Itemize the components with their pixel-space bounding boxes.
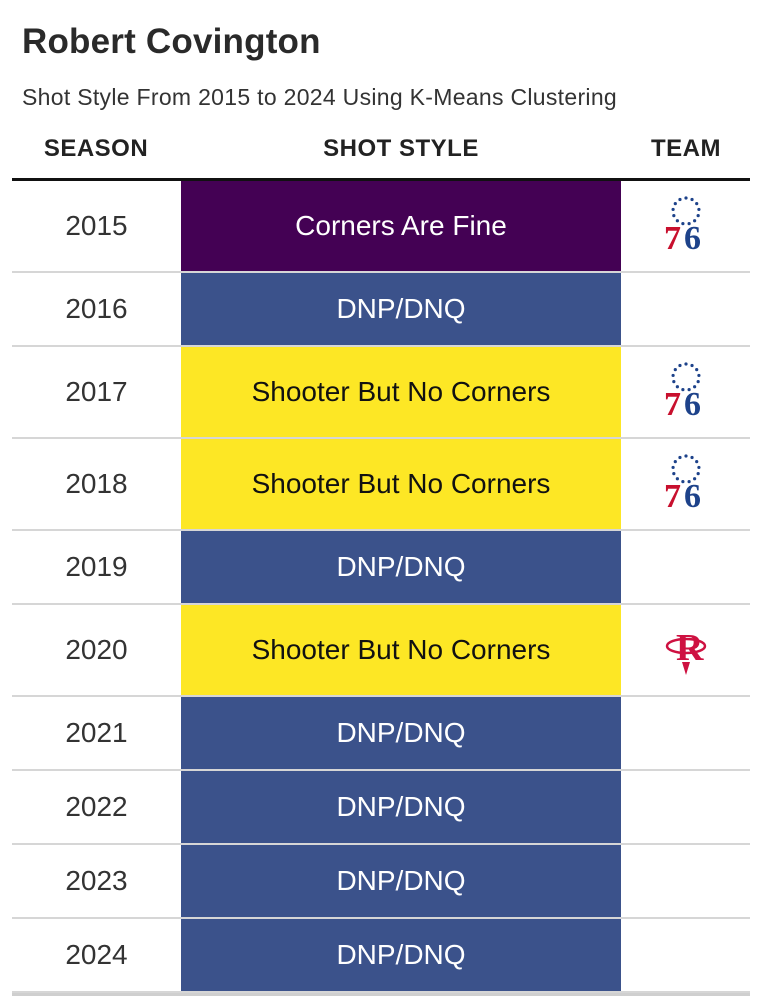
shot-style-cell: DNP/DNQ: [181, 845, 621, 917]
column-header-shot-style: SHOT STYLE: [323, 135, 479, 162]
shot-style-cell: Shooter But No Corners: [181, 605, 621, 695]
table-row: 2021 DNP/DNQ: [12, 697, 750, 771]
table-row: 2017 Shooter But No Corners 7 6: [12, 347, 750, 439]
shot-style-cell: Shooter But No Corners: [181, 439, 621, 529]
table-row: 2016 DNP/DNQ: [12, 273, 750, 347]
shot-style-cell: DNP/DNQ: [181, 919, 621, 991]
season-cell: 2016: [65, 293, 128, 324]
table-row: 2020 Shooter But No Corners R: [12, 605, 750, 697]
svg-text:7: 7: [664, 386, 681, 420]
season-cell: 2020: [65, 634, 128, 665]
table-row: 2018 Shooter But No Corners 7 6: [12, 439, 750, 531]
shot-style-cell: Corners Are Fine: [181, 181, 621, 271]
team-cell: [621, 273, 750, 345]
svg-text:6: 6: [684, 386, 701, 420]
column-header-season: SEASON: [43, 135, 149, 162]
season-cell: 2015: [65, 210, 128, 241]
table-row: 2024 DNP/DNQ: [12, 919, 750, 993]
table-row: 2019 DNP/DNQ: [12, 531, 750, 605]
shot-style-cell: Shooter But No Corners: [181, 347, 621, 437]
shot-style-cell: DNP/DNQ: [181, 771, 621, 843]
shot-style-cell: DNP/DNQ: [181, 273, 621, 345]
svg-text:6: 6: [684, 478, 701, 512]
svg-text:R: R: [676, 627, 704, 669]
chart-subtitle: Shot Style From 2015 to 2024 Using K-Mea…: [22, 84, 618, 110]
table-bottom-rule: [12, 993, 750, 996]
team-cell: [621, 531, 750, 603]
team-cell: [621, 919, 750, 991]
table-row: 2022 DNP/DNQ: [12, 771, 750, 845]
chart-title: Robert Covington: [22, 22, 321, 61]
team-cell: R: [621, 605, 750, 695]
svg-text:7: 7: [664, 220, 681, 254]
season-cell: 2024: [65, 939, 128, 970]
season-cell: 2022: [65, 791, 128, 822]
season-cell: 2019: [65, 551, 128, 582]
table-row: 2015 Corners Are Fine 7 6: [12, 181, 750, 273]
team-cell: [621, 771, 750, 843]
header-divider: [12, 178, 750, 181]
team-cell: [621, 697, 750, 769]
season-cell: 2018: [65, 468, 128, 499]
season-cell: 2021: [65, 717, 128, 748]
shot-style-cell: DNP/DNQ: [181, 531, 621, 603]
rockets-logo-icon: R: [664, 620, 708, 681]
svg-text:7: 7: [664, 478, 681, 512]
shot-style-table: 2015 Corners Are Fine 7 6 2016 DNP/DNQ 2017 Sho…: [12, 181, 750, 993]
column-header-team: TEAM: [651, 135, 721, 162]
season-cell: 2023: [65, 865, 128, 896]
shot-style-cell: DNP/DNQ: [181, 697, 621, 769]
svg-text:6: 6: [684, 220, 701, 254]
table-row: 2023 DNP/DNQ: [12, 845, 750, 919]
team-cell: [621, 845, 750, 917]
season-cell: 2017: [65, 376, 128, 407]
